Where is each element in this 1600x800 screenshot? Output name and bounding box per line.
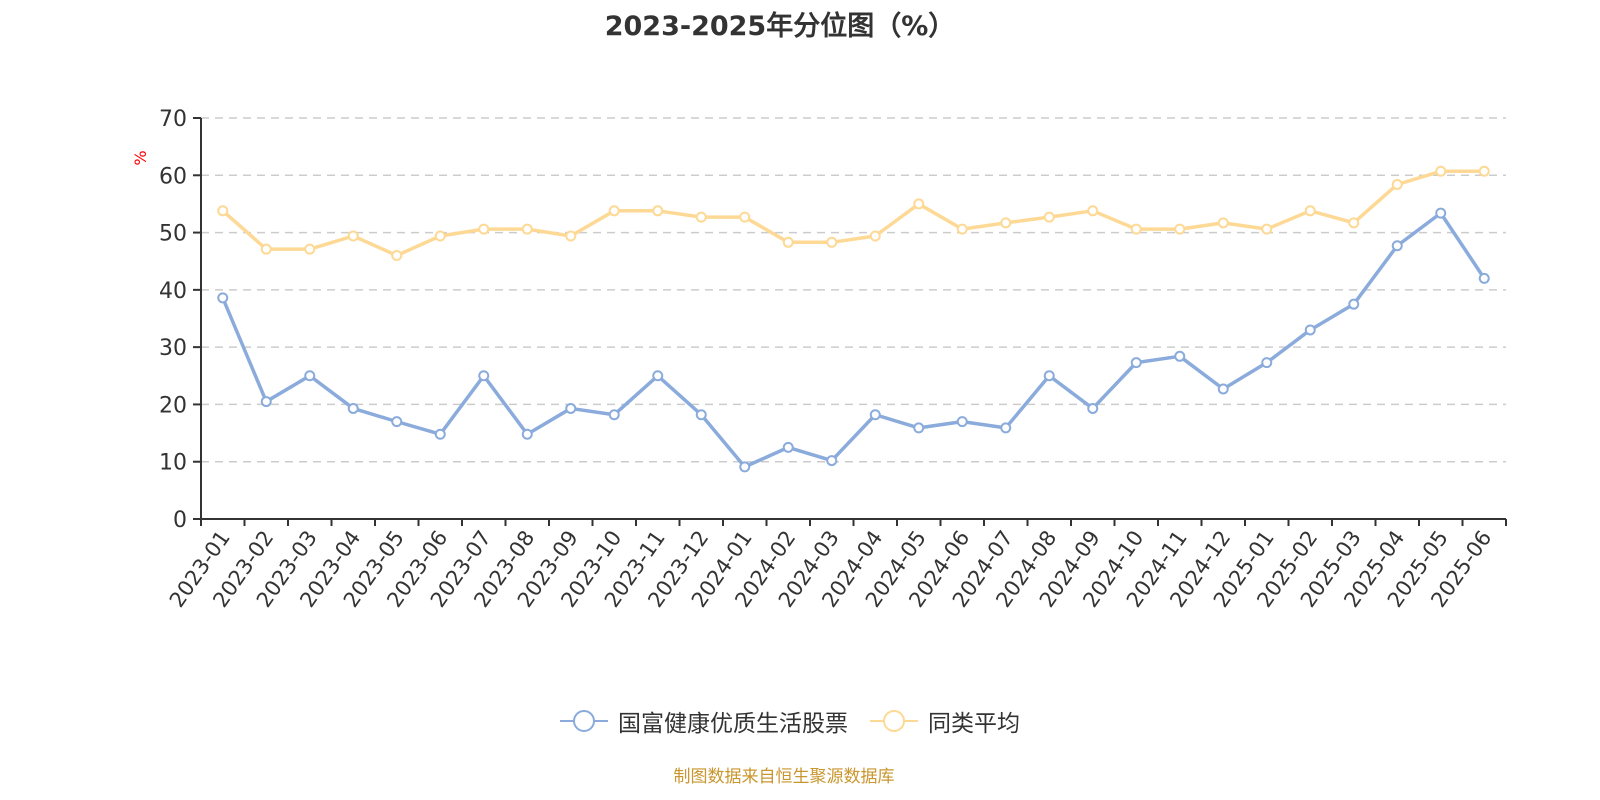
data-point[interactable]: [1348, 298, 1360, 310]
data-point[interactable]: [1304, 324, 1316, 336]
series-peer-average: [217, 165, 1490, 261]
data-point[interactable]: [1304, 205, 1316, 217]
chart-title: 2023-2025年分位图（%）: [604, 11, 956, 42]
data-point[interactable]: [217, 292, 229, 304]
y-tick-label: 70: [159, 107, 187, 132]
data-point[interactable]: [695, 409, 707, 421]
data-point[interactable]: [1000, 217, 1012, 229]
data-point[interactable]: [1478, 165, 1490, 177]
legend-label: 同类平均: [928, 711, 1020, 737]
data-point[interactable]: [565, 402, 577, 414]
y-tick-label: 30: [159, 336, 187, 361]
data-point[interactable]: [304, 243, 316, 255]
y-tick-label: 10: [159, 451, 187, 476]
legend-marker-icon: [870, 710, 918, 732]
y-tick-label: 60: [159, 164, 187, 189]
data-point[interactable]: [1478, 272, 1490, 284]
data-point[interactable]: [1391, 178, 1403, 190]
data-point[interactable]: [1174, 223, 1186, 235]
series-fund: [217, 207, 1490, 473]
data-point[interactable]: [217, 205, 229, 217]
data-point[interactable]: [1000, 422, 1012, 434]
data-point[interactable]: [608, 205, 620, 217]
legend-item-fund[interactable]: 国富健康优质生活股票: [560, 704, 848, 738]
data-point[interactable]: [695, 211, 707, 223]
data-point[interactable]: [1435, 207, 1447, 219]
data-point[interactable]: [1261, 357, 1273, 369]
data-point[interactable]: [1130, 357, 1142, 369]
data-point[interactable]: [869, 230, 881, 242]
data-point[interactable]: [956, 223, 968, 235]
data-point[interactable]: [1043, 370, 1055, 382]
data-point[interactable]: [391, 249, 403, 261]
data-point[interactable]: [1087, 205, 1099, 217]
data-point[interactable]: [1087, 402, 1099, 414]
data-point[interactable]: [1348, 217, 1360, 229]
data-point[interactable]: [391, 416, 403, 428]
data-point[interactable]: [608, 409, 620, 421]
data-point[interactable]: [521, 428, 533, 440]
data-point[interactable]: [1217, 383, 1229, 395]
data-point[interactable]: [1130, 223, 1142, 235]
data-point[interactable]: [260, 243, 272, 255]
data-point[interactable]: [304, 370, 316, 382]
y-tick-label: 0: [173, 508, 187, 533]
y-axis-unit: %: [131, 150, 150, 165]
source-note: 制图数据来自恒生聚源数据库: [673, 767, 895, 787]
data-point[interactable]: [826, 236, 838, 248]
data-point[interactable]: [913, 198, 925, 210]
data-point[interactable]: [652, 205, 664, 217]
legend: 国富健康优质生活股票 同类平均: [0, 704, 1580, 738]
data-point[interactable]: [1217, 217, 1229, 229]
legend-item-peer-average[interactable]: 同类平均: [870, 704, 1020, 738]
y-tick-label: 20: [159, 393, 187, 418]
data-point[interactable]: [434, 428, 446, 440]
data-point[interactable]: [826, 455, 838, 467]
data-point[interactable]: [652, 370, 664, 382]
data-point[interactable]: [478, 370, 490, 382]
data-point[interactable]: [434, 230, 446, 242]
series-lines: [217, 165, 1490, 473]
grid-lines: [201, 117, 1506, 463]
data-point[interactable]: [347, 230, 359, 242]
data-point[interactable]: [1261, 223, 1273, 235]
data-point[interactable]: [260, 396, 272, 408]
data-point[interactable]: [739, 211, 751, 223]
data-point[interactable]: [521, 223, 533, 235]
legend-marker-icon: [560, 710, 608, 732]
data-point[interactable]: [782, 236, 794, 248]
x-axis: 2023-012023-022023-032023-042023-052023-…: [165, 518, 1507, 612]
line-chart: 0 10 20 30 40 50 60 70 2023-012023-022023-03202…: [131, 107, 1507, 612]
data-point[interactable]: [1435, 165, 1447, 177]
data-point[interactable]: [347, 402, 359, 414]
data-point[interactable]: [1043, 211, 1055, 223]
y-axis: 0 10 20 30 40 50 60 70: [159, 107, 202, 533]
data-point[interactable]: [1174, 350, 1186, 362]
data-point[interactable]: [565, 230, 577, 242]
data-point[interactable]: [1391, 240, 1403, 252]
y-tick-label: 50: [159, 222, 187, 247]
data-point[interactable]: [913, 422, 925, 434]
data-point[interactable]: [478, 223, 490, 235]
data-point[interactable]: [782, 441, 794, 453]
data-point[interactable]: [956, 416, 968, 428]
data-point[interactable]: [739, 461, 751, 473]
data-point[interactable]: [869, 409, 881, 421]
legend-label: 国富健康优质生活股票: [618, 711, 848, 737]
y-tick-label: 40: [159, 279, 187, 304]
